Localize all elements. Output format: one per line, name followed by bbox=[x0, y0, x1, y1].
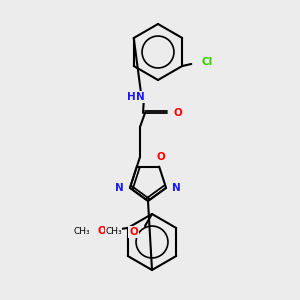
Text: O: O bbox=[129, 227, 138, 237]
Text: H: H bbox=[127, 92, 135, 102]
Text: CH₃: CH₃ bbox=[73, 226, 90, 236]
Text: O: O bbox=[97, 226, 106, 236]
Text: N: N bbox=[136, 92, 144, 102]
Text: O: O bbox=[174, 108, 183, 118]
Text: N: N bbox=[172, 183, 181, 193]
Text: N: N bbox=[115, 183, 124, 193]
Text: O: O bbox=[157, 152, 166, 162]
Text: CH₃: CH₃ bbox=[105, 227, 122, 236]
Text: Cl: Cl bbox=[201, 57, 212, 67]
